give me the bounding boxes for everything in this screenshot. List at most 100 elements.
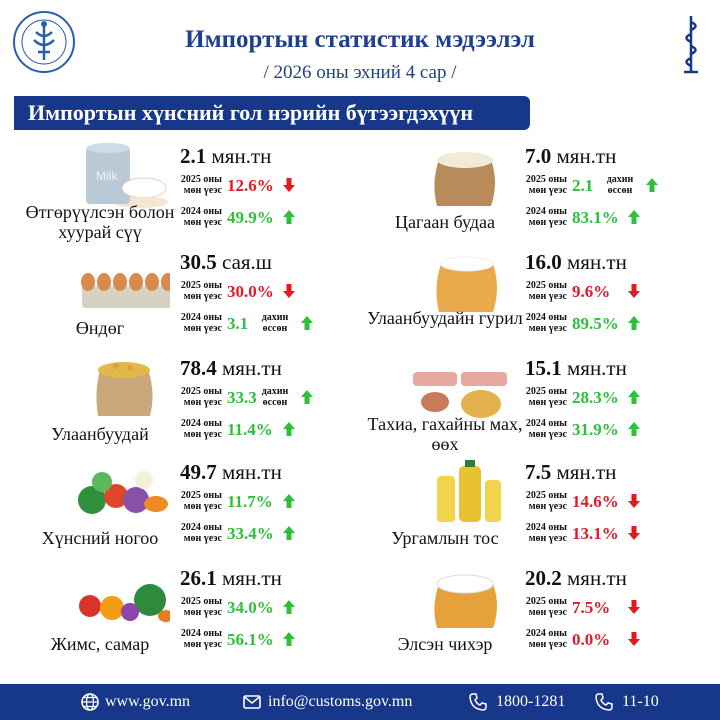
comparison-value: 33.4%: [227, 524, 274, 543]
comparison-value: 56.1%: [227, 630, 274, 649]
item-value-number: 26.1: [180, 566, 217, 590]
fruits-icon: [20, 562, 174, 632]
item-value-unit: мян.тн: [567, 356, 627, 380]
comparison-label: 2024 оны мөн үеэс: [180, 522, 222, 544]
arrow-up-icon: [282, 525, 296, 541]
item-value-unit: мян.тн: [556, 460, 617, 484]
arrow-down-icon: [282, 283, 296, 299]
growth-note: дахин өссөн: [261, 312, 289, 334]
growth-note: дахин өссөн: [261, 386, 289, 408]
comparison-value: 11.4%: [227, 420, 273, 439]
comparison-label: 2025 оны мөн үеэс: [180, 490, 222, 512]
arrow-up-icon: [282, 209, 296, 225]
footer-phone[interactable]: 1800-1281: [496, 693, 566, 710]
import-item-card: Ургамлын тос 7.5 мян.тн 2025 оны мөн үеэс 1…: [365, 456, 715, 560]
arrow-up-icon: [282, 631, 296, 647]
item-name: Жимс, самар: [50, 634, 150, 654]
arrow-down-icon: [627, 493, 641, 509]
section-title: Импортын хүнсний гол нэрийн бүтээгдэхүүн: [28, 100, 474, 125]
arrow-down-icon: [627, 599, 641, 615]
arrow-up-icon: [645, 177, 659, 193]
hotline-phone-icon: [594, 692, 614, 712]
item-value: 78.4 мян.тн: [180, 356, 282, 381]
item-value-unit: мян.тн: [556, 144, 617, 168]
comparison-label: 2024 оны мөн үеэс: [180, 206, 222, 228]
item-name: Ургамлын тос: [391, 528, 499, 548]
comparison-value: 89.5%: [572, 314, 619, 333]
item-value-unit: мян.тн: [222, 460, 282, 484]
comparison-row-y2025: 2025 оны мөн үеэс 28.3%: [515, 384, 715, 412]
comparison-value: 0.0%: [572, 630, 611, 649]
comparison-value: 49.9%: [227, 208, 274, 227]
comparison-label: 2024 оны мөн үеэс: [525, 312, 567, 334]
comparison-row-y2024: 2024 оны мөн үеэс 11.4%: [170, 416, 370, 444]
comparison-row-y2025: 2025 оны мөн үеэс 2.1 дахин өссөн: [515, 172, 715, 200]
page-title: Импортын статистик мэдээлэл: [185, 26, 535, 53]
comparison-row-y2024: 2024 оны мөн үеэс 56.1%: [170, 626, 370, 654]
comparison-label: 2024 оны мөн үеэс: [180, 418, 222, 440]
comparison-label: 2024 оны мөн үеэс: [525, 418, 567, 440]
globe-icon: [80, 692, 100, 712]
comparison-label: 2024 оны мөн үеэс: [525, 522, 567, 544]
item-name: Тахиа, гахайны мах, өөх: [367, 414, 523, 454]
item-value-number: 7.5: [525, 460, 552, 484]
comparison-row-y2024: 2024 оны мөн үеэс 33.4%: [170, 520, 370, 548]
arrow-up-icon: [282, 599, 296, 615]
item-value: 20.2 мян.тн: [525, 566, 627, 591]
comparison-label: 2025 оны мөн үеэс: [180, 280, 222, 302]
item-value-unit: мян.тн: [211, 144, 272, 168]
comparison-value: 34.0%: [227, 598, 274, 617]
comparison-value: 14.6%: [572, 492, 619, 511]
comparison-value: 7.5%: [572, 598, 611, 617]
comparison-label: 2025 оны мөн үеэс: [525, 280, 567, 302]
section-banner: [14, 96, 530, 130]
comparison-row-y2025: 2025 оны мөн үеэс 12.6%: [170, 172, 370, 200]
item-value: 15.1 мян.тн: [525, 356, 627, 381]
item-value: 16.0 мян.тн: [525, 250, 627, 275]
footer-email-link[interactable]: info@customs.gov.mn: [268, 693, 413, 710]
comparison-label: 2024 оны мөн үеэс: [180, 628, 222, 650]
item-name: Цагаан будаа: [395, 212, 495, 232]
comparison-value: 83.1%: [572, 208, 619, 227]
import-item-card: Тахиа, гахайны мах, өөх 15.1 мян.тн 2025 о…: [365, 352, 715, 456]
comparison-row-y2024: 2024 оны мөн үеэс 31.9%: [515, 416, 715, 444]
page-subtitle: / 2026 оны эхний 4 сар /: [263, 62, 457, 83]
comparison-value: 33.3: [227, 388, 257, 407]
item-value-number: 15.1: [525, 356, 562, 380]
comparison-label: 2025 оны мөн үеэс: [525, 596, 567, 618]
comparison-row-y2024: 2024 оны мөн үеэс 83.1%: [515, 204, 715, 232]
comparison-row-y2025: 2025 оны мөн үеэс 14.6%: [515, 488, 715, 516]
import-item-card: Өндөг 30.5 сая.ш 2025 оны мөн үеэс 30.0% 202…: [20, 246, 370, 350]
footer-website-link[interactable]: www.gov.mn: [105, 693, 191, 710]
comparison-label: 2025 оны мөн үеэс: [525, 386, 567, 408]
item-value-number: 20.2: [525, 566, 562, 590]
import-item-card: Элсэн чихэр 20.2 мян.тн 2025 оны мөн үеэс 7…: [365, 562, 715, 666]
phone-icon: [468, 692, 488, 712]
comparison-label: 2024 оны мөн үеэс: [180, 312, 222, 334]
item-value-number: 49.7: [180, 460, 217, 484]
comparison-label: 2024 оны мөн үеэс: [525, 206, 567, 228]
arrow-up-icon: [627, 389, 641, 405]
wheat-sack-icon: [20, 352, 170, 422]
item-value-number: 78.4: [180, 356, 217, 380]
comparison-value: 11.7%: [227, 492, 273, 511]
comparison-value: 2.1: [572, 176, 594, 195]
item-value-number: 30.5: [180, 250, 217, 274]
arrow-up-icon: [300, 389, 314, 405]
item-value: 30.5 сая.ш: [180, 250, 272, 275]
item-name: Улаанбуудай: [51, 424, 149, 444]
item-name: Элсэн чихэр: [397, 634, 493, 654]
footer-hotline[interactable]: 11-10: [622, 693, 659, 710]
comparison-label: 2024 оны мөн үеэс: [525, 628, 567, 650]
item-value-number: 7.0: [525, 144, 552, 168]
comparison-row-y2024: 2024 оны мөн үеэс 49.9%: [170, 204, 370, 232]
mail-icon: [242, 692, 262, 712]
item-value-unit: мян.тн: [222, 566, 282, 590]
arrow-up-icon: [627, 315, 641, 331]
svg-text:Milk: Milk: [96, 169, 118, 183]
item-value-unit: мян.тн: [567, 250, 627, 274]
item-value: 2.1 мян.тн: [180, 144, 271, 169]
comparison-row-y2025: 2025 оны мөн үеэс 30.0%: [170, 278, 370, 306]
item-value: 7.0 мян.тн: [525, 144, 616, 169]
comparison-label: 2025 оны мөн үеэс: [525, 174, 567, 196]
